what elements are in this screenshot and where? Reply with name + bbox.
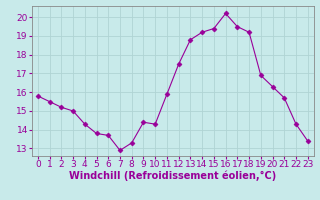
X-axis label: Windchill (Refroidissement éolien,°C): Windchill (Refroidissement éolien,°C) xyxy=(69,171,276,181)
